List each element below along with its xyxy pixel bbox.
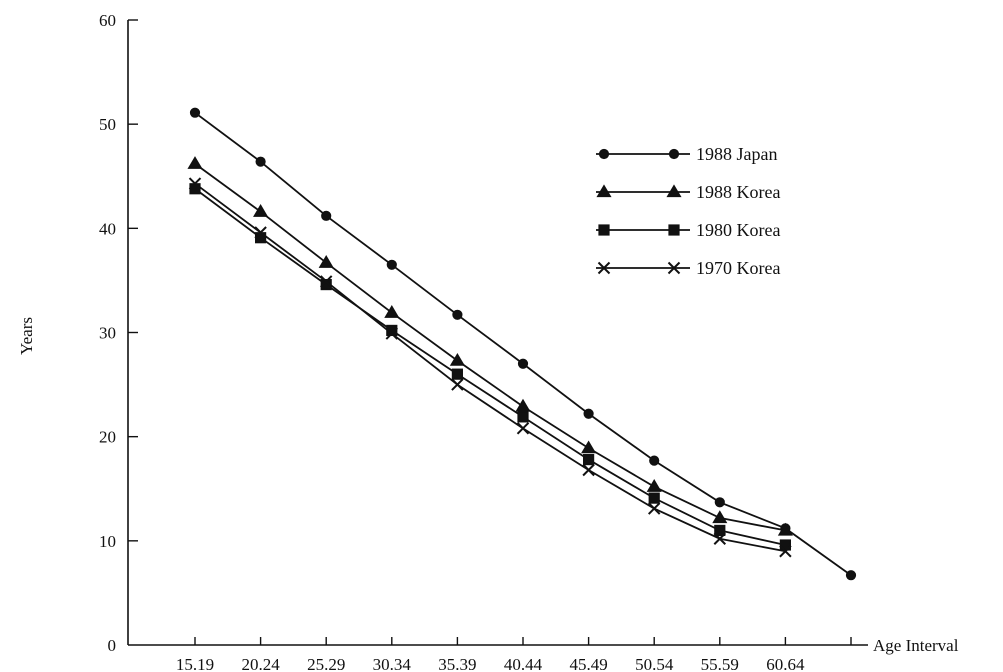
series-line [194,182,786,553]
data-point [649,455,660,466]
x-tick-label: 60.64 [766,655,805,672]
data-point [451,378,464,391]
x-axis-title: Age Interval [873,636,959,655]
x-tick-label: 55.59 [701,655,739,672]
data-point [452,309,463,320]
x-ticks: 15.19 20.24 25.29 30.34 35.39 40.44 45.49 50.54… [176,637,852,672]
data-point [515,398,531,412]
data-point [255,156,266,167]
legend: 1988 Japan 1988 Korea 1980 Korea 1970 Korea [596,144,780,278]
legend-marker [667,261,681,275]
series-line [194,188,786,546]
data-point [254,226,267,239]
data-point [714,524,726,537]
legend-item: 1988 Korea [596,182,780,202]
data-point [451,368,463,380]
data-point [648,492,660,504]
data-point [253,203,269,217]
series-2 [189,183,792,551]
legend-item: 1988 Japan [596,144,777,164]
data-point [845,570,857,581]
data-point [384,305,400,318]
data-point [321,210,332,221]
series-0 [189,107,857,581]
x-tick-label: 15.19 [176,655,214,672]
y-tick-label: 0 [108,636,117,655]
x-tick-label: 35.39 [438,655,476,672]
legend-label: 1988 Japan [696,144,777,164]
data-point [516,422,530,435]
axes [127,20,868,646]
legend-label: 1988 Korea [696,182,780,202]
data-point [582,463,595,477]
legend-item: 1970 Korea [596,258,780,278]
data-point [318,255,334,268]
x-tick-label: 25.29 [307,655,345,672]
y-tick-label: 20 [99,428,116,447]
data-point [189,107,201,118]
legend-item: 1980 Korea [596,220,780,240]
data-point [583,408,594,419]
y-tick-label: 40 [99,219,116,238]
y-axis-title: Years [17,317,36,355]
y-tick-label: 60 [99,11,116,30]
data-point [581,440,597,454]
series-3 [188,177,792,558]
x-tick-label: 45.49 [569,655,607,672]
data-point [713,532,727,545]
legend-marker [668,148,680,160]
x-tick-label: 50.54 [635,655,674,672]
data-point [188,177,202,190]
legend-label: 1970 Korea [696,258,780,278]
data-point [386,259,397,270]
legend-label: 1980 Korea [696,220,780,240]
data-point [646,478,662,492]
data-point [187,156,203,169]
legend-marker [598,148,610,160]
data-point [449,352,465,366]
data-point [647,502,661,515]
x-tick-label: 30.34 [373,655,412,672]
x-tick-label: 20.24 [241,655,280,672]
data-point [385,327,399,340]
y-tick-label: 10 [99,532,116,551]
series-line [194,163,786,532]
y-ticks: 0 10 20 30 40 50 60 [99,11,138,655]
data-point [712,510,728,524]
data-point [319,275,333,288]
series-1 [187,156,793,536]
legend-marker [598,224,610,236]
data-point [517,358,529,369]
y-tick-label: 50 [99,115,116,134]
legend-marker [596,184,612,198]
data-point [779,545,792,558]
data-point [777,522,793,536]
legend-marker [666,184,682,198]
y-tick-label: 30 [99,324,116,343]
legend-marker [597,261,611,275]
data-point [714,497,725,508]
x-tick-label: 40.44 [504,655,543,672]
legend-marker [668,224,680,236]
series-group [187,107,857,581]
data-point [517,411,529,423]
data-point [582,453,595,466]
